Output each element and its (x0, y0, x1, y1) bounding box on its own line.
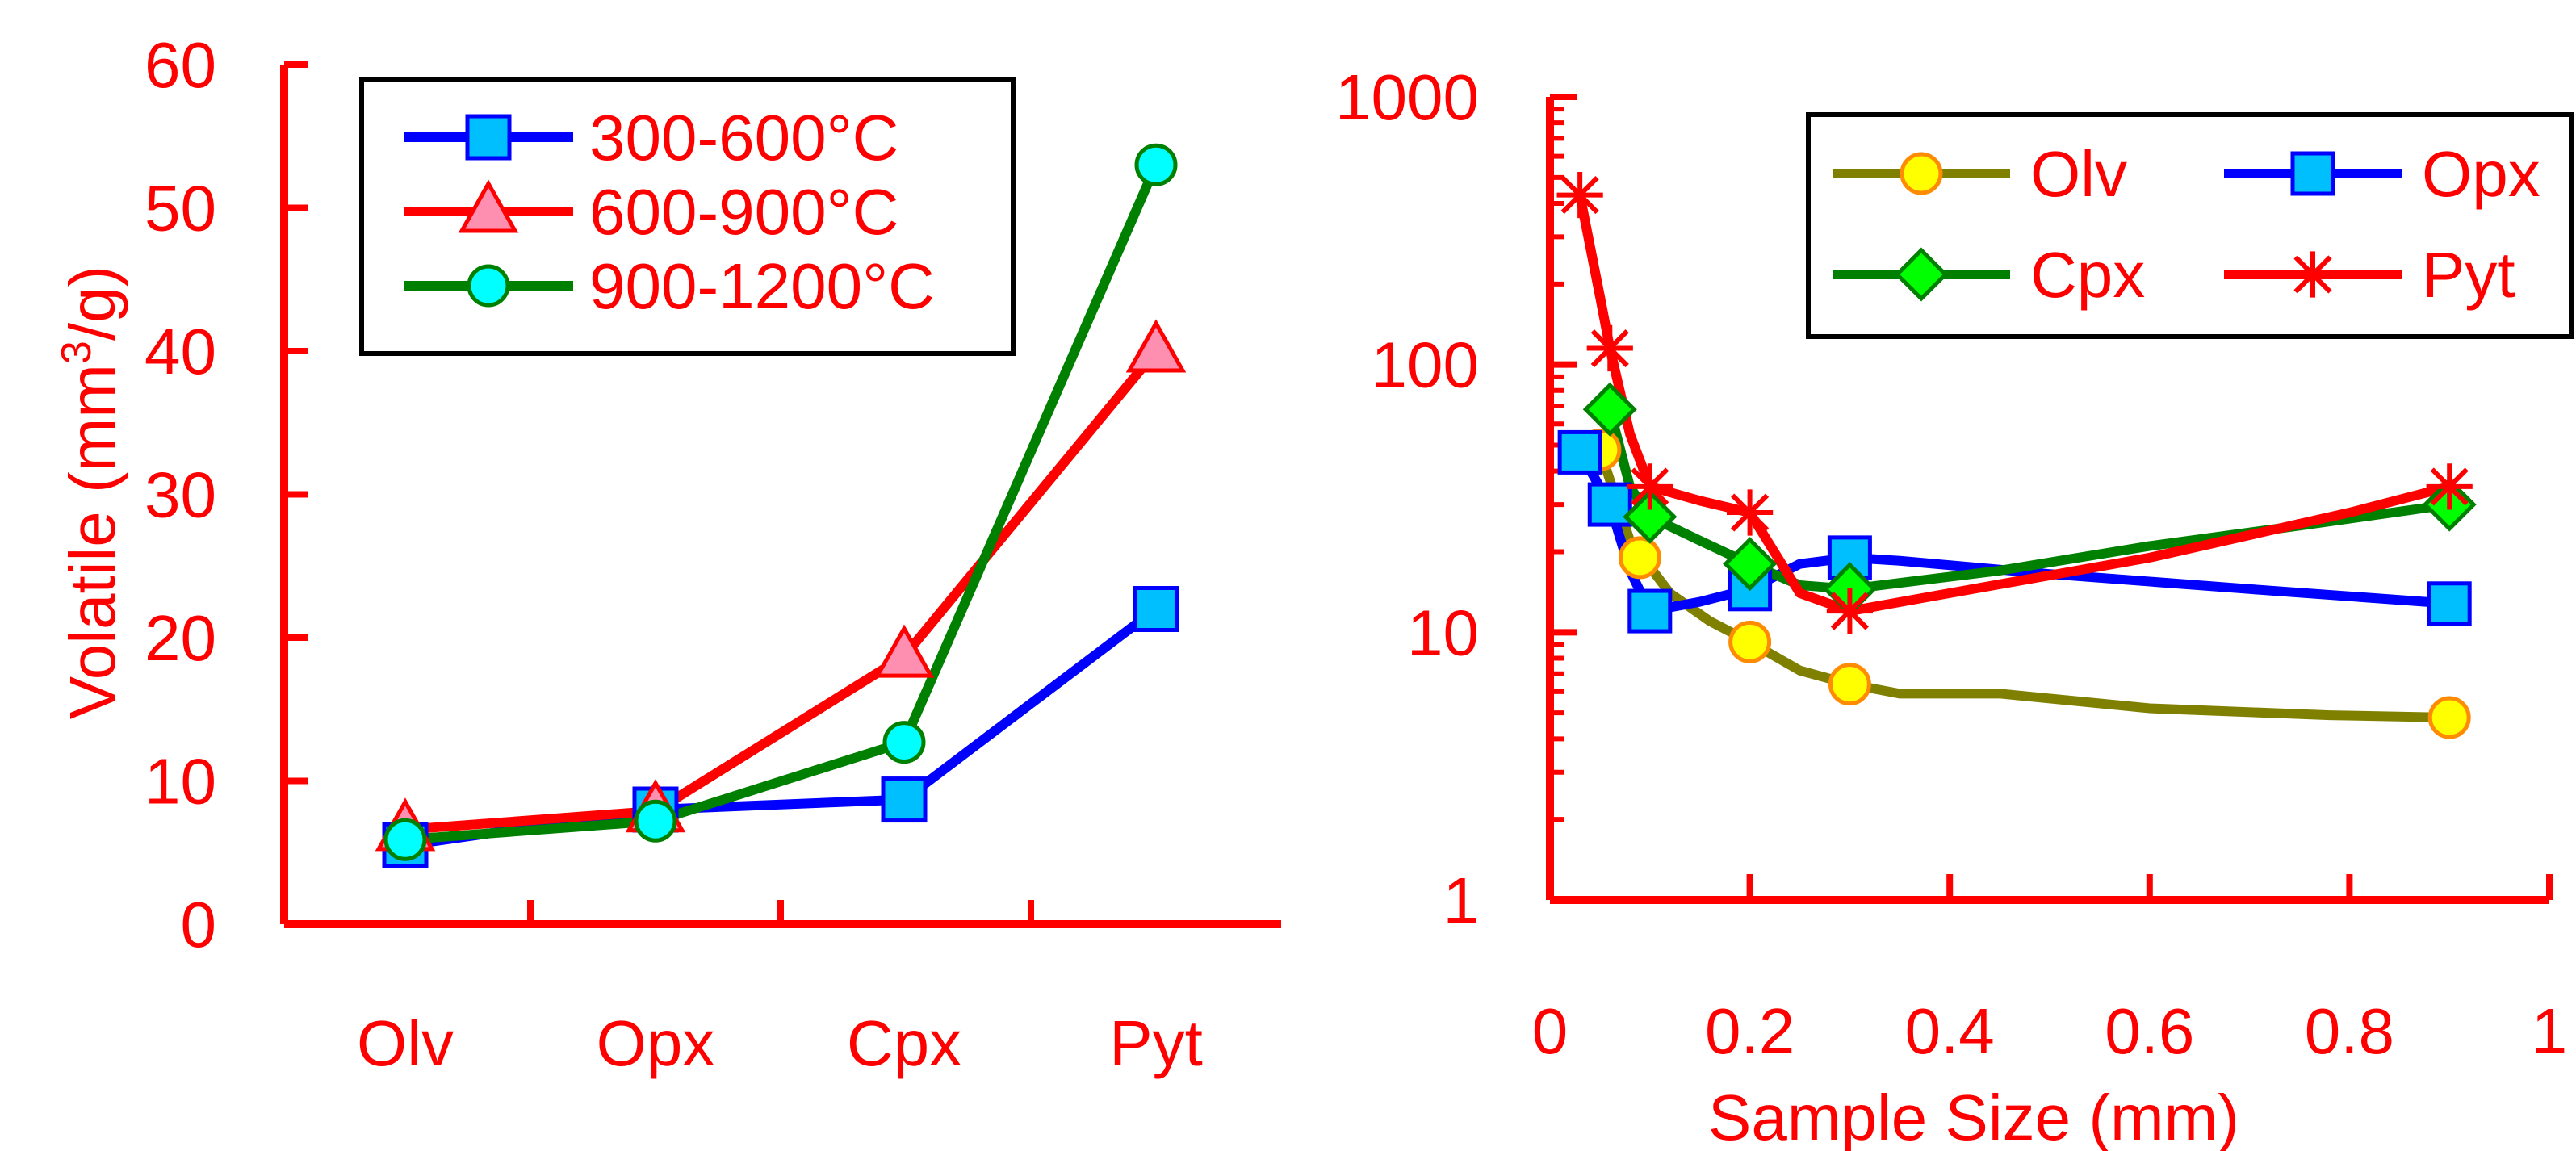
point-pyt-2 (1627, 463, 1673, 510)
right-y-tick-labels: 1 10 100 1000 (1335, 61, 1479, 936)
point-pyt-0 (1556, 171, 1603, 219)
right-x-tick-label-0: 0 (1532, 995, 1569, 1067)
point-olv-2 (1728, 620, 1772, 663)
legend-label-opx: Opx (2422, 138, 2540, 210)
legend-marker-olv (1900, 152, 1943, 195)
right-series-layer (1556, 171, 2477, 739)
legend-label-900-1200-c: 900-1200°C (589, 250, 935, 322)
right-x-tick-label-0-2: 0.2 (1705, 995, 1795, 1067)
left-x-tick-label-cpx: Cpx (847, 1007, 961, 1079)
left-y-tick-label-40: 40 (145, 316, 216, 387)
legend-label-cpx: Cpx (2030, 239, 2145, 311)
chart-volatile-vs-sample-size: 1 10 100 1000 0 0.2 0.4 0.6 0.8 1 Sample Size (m… (1335, 61, 2574, 1151)
legend-marker-600-900-c (458, 179, 519, 233)
left-y-tick-label-20: 20 (145, 602, 216, 674)
line-opx (1575, 450, 2450, 617)
legend-marker-300-600-c (465, 114, 512, 161)
point-pyt-4 (1826, 588, 1873, 634)
right-y-tick-label-1000: 1000 (1335, 61, 1479, 133)
right-axis-ticks (1547, 94, 2553, 903)
left-x-tick-label-pyt: Pyt (1109, 1007, 1203, 1079)
right-x-tick-label-0-6: 0.6 (2105, 995, 2194, 1067)
chart-volatile-by-mineral: 0 10 20 30 40 50 60 Olv Opx Cpx Pyt Volatile (mm3… (53, 29, 1281, 1079)
legend-label-pyt: Pyt (2422, 239, 2515, 311)
point-opx-2 (1627, 588, 1673, 634)
legend-label-300-600-c: 300-600°C (589, 102, 898, 174)
legend-marker-opx (2290, 151, 2335, 196)
left-x-tick-label-olv: Olv (357, 1007, 454, 1079)
right-x-axis-label: Sample Size (mm) (1708, 1082, 2239, 1151)
left-x-tick-label-opx: Opx (597, 1007, 715, 1079)
point-olv-3 (1828, 663, 1871, 706)
left-y-tick-label-0: 0 (181, 889, 217, 961)
legend-marker-900-1200-c (467, 264, 510, 308)
point-pyt-1 (1586, 324, 1633, 372)
point-cpx-1 (1623, 489, 1678, 544)
line-olv (1595, 448, 2450, 723)
point-pyt-5 (2426, 463, 2473, 510)
right-y-tick-label-1: 1 (1443, 864, 1480, 936)
point-900-1200-c-cpx (882, 721, 926, 764)
right-x-tick-label-0-8: 0.8 (2305, 995, 2394, 1067)
left-y-tick-label-50: 50 (145, 173, 216, 245)
legend-label-600-900-c: 600-900°C (589, 176, 898, 248)
left-y-tick-label-60: 60 (145, 29, 216, 101)
point-pyt-3 (1727, 489, 1774, 536)
point-opx-0 (1557, 429, 1602, 475)
point-cpx-2 (1723, 537, 1778, 592)
line-600-900-c (404, 348, 1160, 835)
right-x-tick-label-0-4: 0.4 (1905, 995, 1995, 1067)
point-900-1200-c-olv (383, 818, 427, 861)
right-legend-box (1806, 112, 2574, 339)
point-600-900-c-cpx (873, 624, 935, 678)
point-cpx-0 (1582, 382, 1637, 437)
point-olv-1 (1618, 536, 1661, 580)
left-y-tick-label-30: 30 (145, 459, 216, 531)
legend-marker-cpx (1894, 247, 1949, 302)
left-series-layer (375, 143, 1187, 868)
point-900-1200-c-pyt (1134, 143, 1178, 186)
point-300-600-c-pyt (1133, 586, 1179, 632)
right-y-tick-label-10: 10 (1407, 596, 1479, 668)
left-x-tick-labels: Olv Opx Cpx Pyt (357, 1007, 1203, 1079)
line-900-1200-c (404, 162, 1161, 845)
left-y-tick-label-10: 10 (145, 746, 216, 818)
point-900-1200-c-opx (634, 799, 677, 843)
legend-marker-pyt (2289, 251, 2336, 298)
right-y-tick-label-100: 100 (1372, 329, 1479, 401)
point-600-900-c-pyt (1125, 319, 1187, 373)
left-y-axis-label: Volatile (mm3/g) (53, 266, 128, 719)
point-olv-4 (2427, 696, 2471, 739)
left-y-tick-labels: 0 10 20 30 40 50 60 (145, 29, 216, 961)
point-opx-5 (2427, 581, 2472, 626)
point-300-600-c-cpx (881, 776, 928, 823)
legend-label-olv: Olv (2030, 138, 2127, 210)
right-x-tick-labels: 0 0.2 0.4 0.6 0.8 1 (1532, 995, 2568, 1067)
point-opx-1 (1587, 482, 1632, 527)
line-300-600-c (404, 605, 1159, 851)
right-x-tick-label-1: 1 (2532, 995, 2568, 1067)
right-legend: Olv Opx Cpx Pyt (1806, 112, 2574, 339)
